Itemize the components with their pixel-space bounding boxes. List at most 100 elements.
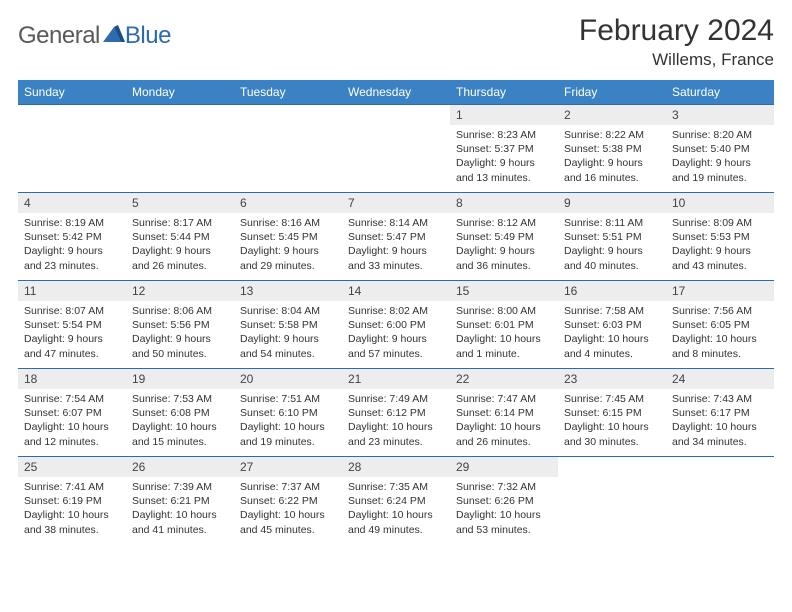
day-number: 16 <box>558 281 666 301</box>
logo-triangle-icon <box>103 25 125 48</box>
day-details: Sunrise: 8:09 AMSunset: 5:53 PMDaylight:… <box>666 213 774 277</box>
day-details: Sunrise: 8:23 AMSunset: 5:37 PMDaylight:… <box>450 125 558 189</box>
sunset-text: Sunset: 5:54 PM <box>24 318 120 332</box>
day-cell: 11Sunrise: 8:07 AMSunset: 5:54 PMDayligh… <box>18 281 126 369</box>
week-row: 11Sunrise: 8:07 AMSunset: 5:54 PMDayligh… <box>18 281 774 369</box>
day-header-row: SundayMondayTuesdayWednesdayThursdayFrid… <box>18 80 774 105</box>
sunset-text: Sunset: 5:45 PM <box>240 230 336 244</box>
day-cell: 6Sunrise: 8:16 AMSunset: 5:45 PMDaylight… <box>234 193 342 281</box>
day-number: 7 <box>342 193 450 213</box>
sunset-text: Sunset: 5:42 PM <box>24 230 120 244</box>
day-header: Sunday <box>18 80 126 105</box>
month-title: February 2024 <box>579 14 774 48</box>
daylight-line2: and 30 minutes. <box>564 435 660 449</box>
sunrise-text: Sunrise: 7:47 AM <box>456 392 552 406</box>
sunrise-text: Sunrise: 7:39 AM <box>132 480 228 494</box>
day-number: 1 <box>450 105 558 125</box>
daylight-line1: Daylight: 9 hours <box>24 332 120 346</box>
day-cell: 18Sunrise: 7:54 AMSunset: 6:07 PMDayligh… <box>18 369 126 457</box>
day-number: 5 <box>126 193 234 213</box>
sunset-text: Sunset: 6:07 PM <box>24 406 120 420</box>
title-block: February 2024 Willems, France <box>579 14 774 70</box>
day-details: Sunrise: 8:22 AMSunset: 5:38 PMDaylight:… <box>558 125 666 189</box>
day-number: 21 <box>342 369 450 389</box>
sunset-text: Sunset: 5:44 PM <box>132 230 228 244</box>
day-cell: 15Sunrise: 8:00 AMSunset: 6:01 PMDayligh… <box>450 281 558 369</box>
sunrise-text: Sunrise: 8:02 AM <box>348 304 444 318</box>
day-cell: 20Sunrise: 7:51 AMSunset: 6:10 PMDayligh… <box>234 369 342 457</box>
day-cell: 1Sunrise: 8:23 AMSunset: 5:37 PMDaylight… <box>450 105 558 193</box>
sunrise-text: Sunrise: 7:35 AM <box>348 480 444 494</box>
day-cell <box>666 457 774 545</box>
day-details: Sunrise: 7:41 AMSunset: 6:19 PMDaylight:… <box>18 477 126 541</box>
logo-text-1: General <box>18 22 100 50</box>
day-details: Sunrise: 8:20 AMSunset: 5:40 PMDaylight:… <box>666 125 774 189</box>
sunset-text: Sunset: 6:24 PM <box>348 494 444 508</box>
daylight-line2: and 47 minutes. <box>24 347 120 361</box>
day-cell: 27Sunrise: 7:37 AMSunset: 6:22 PMDayligh… <box>234 457 342 545</box>
daylight-line2: and 26 minutes. <box>456 435 552 449</box>
sunset-text: Sunset: 6:14 PM <box>456 406 552 420</box>
daylight-line1: Daylight: 10 hours <box>240 420 336 434</box>
week-row: 4Sunrise: 8:19 AMSunset: 5:42 PMDaylight… <box>18 193 774 281</box>
daylight-line1: Daylight: 9 hours <box>672 244 768 258</box>
sunset-text: Sunset: 6:19 PM <box>24 494 120 508</box>
calendar-page: General Blue February 2024 Willems, Fran… <box>0 0 792 563</box>
sunrise-text: Sunrise: 8:22 AM <box>564 128 660 142</box>
day-details: Sunrise: 8:16 AMSunset: 5:45 PMDaylight:… <box>234 213 342 277</box>
sunset-text: Sunset: 5:40 PM <box>672 142 768 156</box>
sunrise-text: Sunrise: 7:43 AM <box>672 392 768 406</box>
day-cell: 28Sunrise: 7:35 AMSunset: 6:24 PMDayligh… <box>342 457 450 545</box>
sunset-text: Sunset: 6:12 PM <box>348 406 444 420</box>
daylight-line1: Daylight: 9 hours <box>456 156 552 170</box>
daylight-line2: and 53 minutes. <box>456 523 552 537</box>
day-cell: 23Sunrise: 7:45 AMSunset: 6:15 PMDayligh… <box>558 369 666 457</box>
daylight-line1: Daylight: 10 hours <box>456 508 552 522</box>
logo-text-2: Blue <box>125 22 171 50</box>
day-details: Sunrise: 8:17 AMSunset: 5:44 PMDaylight:… <box>126 213 234 277</box>
day-details: Sunrise: 8:06 AMSunset: 5:56 PMDaylight:… <box>126 301 234 365</box>
day-number: 13 <box>234 281 342 301</box>
day-details: Sunrise: 7:39 AMSunset: 6:21 PMDaylight:… <box>126 477 234 541</box>
day-details: Sunrise: 8:07 AMSunset: 5:54 PMDaylight:… <box>18 301 126 365</box>
daylight-line1: Daylight: 10 hours <box>240 508 336 522</box>
week-row: 25Sunrise: 7:41 AMSunset: 6:19 PMDayligh… <box>18 457 774 545</box>
day-details: Sunrise: 7:54 AMSunset: 6:07 PMDaylight:… <box>18 389 126 453</box>
sunset-text: Sunset: 6:01 PM <box>456 318 552 332</box>
day-cell: 29Sunrise: 7:32 AMSunset: 6:26 PMDayligh… <box>450 457 558 545</box>
sunrise-text: Sunrise: 7:45 AM <box>564 392 660 406</box>
daylight-line1: Daylight: 9 hours <box>240 244 336 258</box>
day-details: Sunrise: 7:45 AMSunset: 6:15 PMDaylight:… <box>558 389 666 453</box>
day-header: Tuesday <box>234 80 342 105</box>
page-header: General Blue February 2024 Willems, Fran… <box>18 14 774 70</box>
daylight-line1: Daylight: 9 hours <box>132 332 228 346</box>
day-number: 20 <box>234 369 342 389</box>
day-cell: 8Sunrise: 8:12 AMSunset: 5:49 PMDaylight… <box>450 193 558 281</box>
daylight-line1: Daylight: 10 hours <box>348 420 444 434</box>
day-details: Sunrise: 8:11 AMSunset: 5:51 PMDaylight:… <box>558 213 666 277</box>
day-header: Saturday <box>666 80 774 105</box>
daylight-line2: and 34 minutes. <box>672 435 768 449</box>
day-cell: 16Sunrise: 7:58 AMSunset: 6:03 PMDayligh… <box>558 281 666 369</box>
daylight-line2: and 41 minutes. <box>132 523 228 537</box>
day-cell: 22Sunrise: 7:47 AMSunset: 6:14 PMDayligh… <box>450 369 558 457</box>
day-number: 29 <box>450 457 558 477</box>
day-number: 15 <box>450 281 558 301</box>
daylight-line1: Daylight: 10 hours <box>132 508 228 522</box>
sunrise-text: Sunrise: 8:17 AM <box>132 216 228 230</box>
sunrise-text: Sunrise: 7:51 AM <box>240 392 336 406</box>
sunrise-text: Sunrise: 7:53 AM <box>132 392 228 406</box>
daylight-line1: Daylight: 10 hours <box>456 420 552 434</box>
logo: General Blue <box>18 22 171 50</box>
sunrise-text: Sunrise: 7:37 AM <box>240 480 336 494</box>
sunset-text: Sunset: 6:22 PM <box>240 494 336 508</box>
daylight-line1: Daylight: 9 hours <box>348 244 444 258</box>
day-details: Sunrise: 7:35 AMSunset: 6:24 PMDaylight:… <box>342 477 450 541</box>
sunrise-text: Sunrise: 8:16 AM <box>240 216 336 230</box>
sunset-text: Sunset: 6:05 PM <box>672 318 768 332</box>
day-details: Sunrise: 7:53 AMSunset: 6:08 PMDaylight:… <box>126 389 234 453</box>
day-number: 18 <box>18 369 126 389</box>
daylight-line2: and 4 minutes. <box>564 347 660 361</box>
day-header: Thursday <box>450 80 558 105</box>
daylight-line2: and 57 minutes. <box>348 347 444 361</box>
